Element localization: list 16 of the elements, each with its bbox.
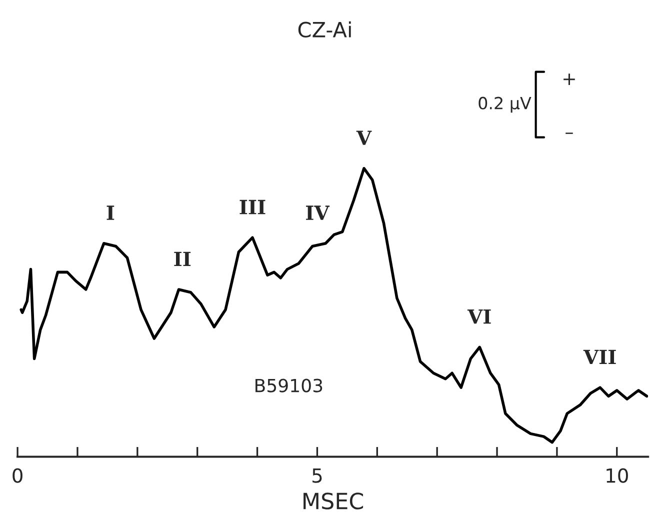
annotation: VI bbox=[467, 310, 491, 324]
annotation: II bbox=[174, 252, 191, 266]
annotation: VII bbox=[583, 350, 616, 364]
annotation: III bbox=[240, 200, 266, 214]
text: + bbox=[564, 74, 575, 85]
x-tick-label: 10 bbox=[606, 468, 628, 483]
annotation: B59103 bbox=[256, 378, 322, 392]
text: 0.2 µV bbox=[478, 96, 532, 113]
x-tick-label: 0 bbox=[12, 468, 22, 483]
annotation: I bbox=[106, 206, 114, 220]
annotation: IV bbox=[306, 206, 330, 220]
x-axis-title: MSEC bbox=[304, 492, 364, 510]
x-tick-label: 5 bbox=[312, 468, 322, 483]
text: – bbox=[566, 132, 573, 134]
chart-title: CZ-Ai bbox=[298, 21, 351, 38]
annotation: V bbox=[356, 130, 372, 145]
